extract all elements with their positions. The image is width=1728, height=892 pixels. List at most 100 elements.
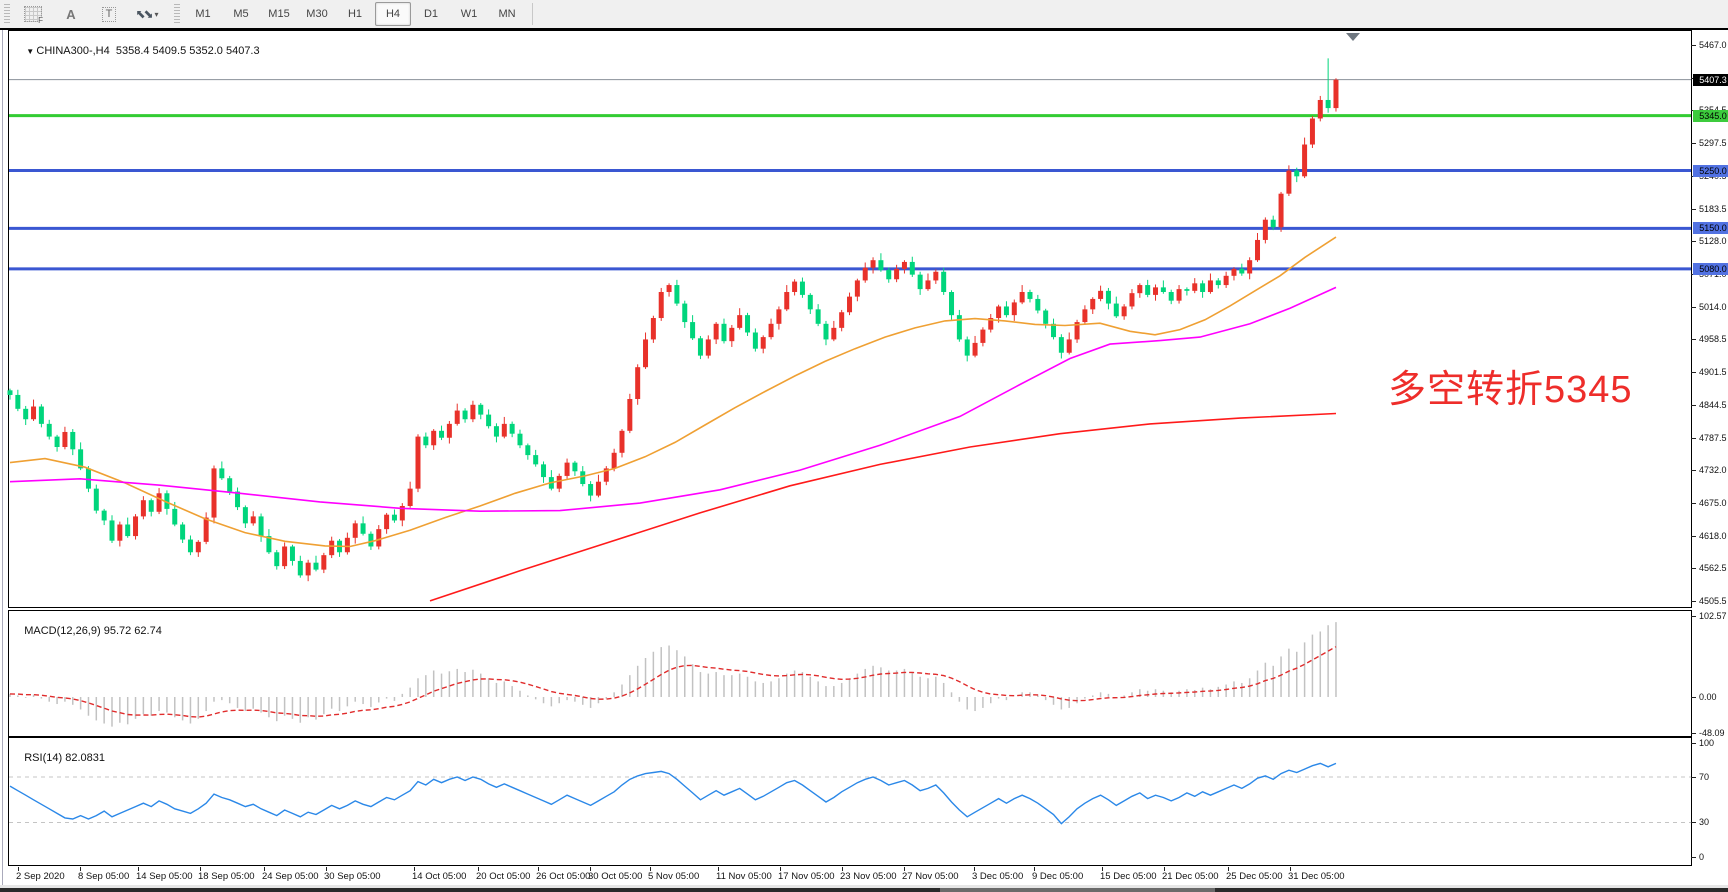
chevron-down-icon: ▾ bbox=[154, 9, 159, 19]
timeframe-button-H1[interactable]: H1 bbox=[347, 8, 363, 20]
rsi-axis-0-tick bbox=[1691, 856, 1696, 858]
scrollbar-thumb[interactable] bbox=[940, 888, 1215, 892]
date-axis-tick bbox=[18, 867, 19, 871]
date-axis-label: 14 Sep 05:00 bbox=[136, 871, 193, 882]
date-axis-label: 27 Nov 05:00 bbox=[902, 871, 959, 882]
date-axis-tick bbox=[414, 867, 415, 871]
current-price-badge: 5407.3 bbox=[1693, 74, 1728, 86]
timeframe-button-M5[interactable]: M5 bbox=[233, 8, 249, 20]
price-axis-tick bbox=[1691, 372, 1696, 373]
price-axis-tick bbox=[1691, 339, 1696, 340]
rsi-axis-70: 70 bbox=[1699, 772, 1710, 783]
date-axis-tick bbox=[842, 867, 843, 871]
price-axis-tick bbox=[1691, 405, 1696, 406]
date-axis-tick bbox=[780, 867, 781, 871]
price-axis-label: 4562.5 bbox=[1699, 563, 1727, 573]
price-axis-label: 4901.5 bbox=[1699, 367, 1727, 377]
date-axis-label: 2 Sep 2020 bbox=[16, 871, 65, 882]
date-axis-label: 21 Dec 05:00 bbox=[1162, 871, 1219, 882]
date-axis-label: 11 Nov 05:00 bbox=[716, 871, 772, 882]
macd-values: 95.72 62.74 bbox=[103, 625, 162, 637]
price-axis-label: 4618.0 bbox=[1699, 531, 1727, 541]
price-level-badge: 5345.0 bbox=[1693, 110, 1728, 122]
panel-divider bbox=[0, 28, 1728, 30]
macd-axis-min-tick bbox=[1691, 733, 1696, 734]
text-label-button[interactable]: A bbox=[53, 2, 89, 26]
date-axis-tick bbox=[200, 867, 201, 871]
date-axis-label: 20 Oct 05:00 bbox=[476, 871, 531, 882]
ohlc-values: 5358.4 5409.5 5352.0 5407.3 bbox=[115, 45, 260, 57]
rsi-axis-30-tick bbox=[1691, 822, 1696, 824]
rsi-axis-30: 30 bbox=[1699, 817, 1710, 828]
date-axis-tick bbox=[1164, 867, 1165, 871]
symbol-timeframe-label: CHINA300-,H4 bbox=[36, 45, 110, 57]
date-axis-tick bbox=[138, 867, 139, 871]
price-axis-label: 4732.0 bbox=[1699, 465, 1727, 475]
price-axis-label: 5014.0 bbox=[1699, 302, 1727, 312]
rsi-value: 82.0831 bbox=[65, 752, 105, 764]
price-axis-tick bbox=[1691, 601, 1696, 602]
macd-axis-max-tick bbox=[1691, 616, 1696, 617]
timeframe-button-MN[interactable]: MN bbox=[498, 8, 516, 20]
price-axis-tick bbox=[1691, 503, 1696, 504]
date-axis-tick bbox=[1290, 867, 1291, 871]
price-axis-tick bbox=[1691, 438, 1696, 439]
price-axis-tick bbox=[1691, 241, 1696, 242]
date-axis-label: 25 Dec 05:00 bbox=[1226, 871, 1283, 882]
macd-label: MACD(12,26,9) bbox=[24, 625, 101, 637]
macd-axis-zero: 0.00 bbox=[1699, 692, 1717, 702]
date-axis-label: 30 Sep 05:00 bbox=[324, 871, 381, 882]
cursor-arrows-icon: ⬉⬊ bbox=[135, 7, 153, 21]
price-axis-label: 5467.0 bbox=[1699, 40, 1727, 50]
rsi-label: RSI(14) bbox=[24, 752, 63, 764]
date-axis-tick bbox=[1034, 867, 1035, 871]
symbol-dropdown-icon[interactable]: ▼ bbox=[26, 47, 37, 56]
toolbar-drag-handle[interactable] bbox=[4, 4, 10, 24]
rsi-panel-canvas[interactable] bbox=[0, 737, 1728, 866]
price-axis-tick bbox=[1691, 45, 1696, 46]
macd-axis-min: -48.09 bbox=[1699, 728, 1725, 738]
window-left-edge bbox=[2, 28, 3, 892]
horizontal-scrollbar[interactable] bbox=[0, 888, 1728, 892]
chart-text-annotation[interactable]: 多空转折5345 bbox=[1388, 369, 1633, 411]
timeframe-button-D1[interactable]: D1 bbox=[423, 8, 439, 20]
timeframe-button-M1[interactable]: M1 bbox=[195, 8, 211, 20]
price-axis-tick bbox=[1691, 307, 1696, 308]
date-axis-tick bbox=[650, 867, 651, 871]
status-strip bbox=[0, 885, 1728, 888]
date-axis-label: 17 Nov 05:00 bbox=[778, 871, 835, 882]
date-axis-tick bbox=[478, 867, 479, 871]
macd-axis-max: 102.57 bbox=[1699, 611, 1727, 621]
date-axis-tick bbox=[904, 867, 905, 871]
cursor-mode-button[interactable]: ⬉⬊ ▾ bbox=[129, 2, 165, 26]
date-axis-tick bbox=[1228, 867, 1229, 871]
toolbar-drag-handle[interactable] bbox=[174, 4, 180, 24]
price-axis-label: 5128.0 bbox=[1699, 236, 1727, 246]
text-box-icon: T bbox=[101, 6, 117, 22]
indicators-button[interactable]: F bbox=[15, 2, 51, 26]
rsi-header: RSI(14) 82.0831 bbox=[12, 740, 105, 776]
price-axis-tick bbox=[1691, 209, 1696, 210]
price-level-badge: 5080.0 bbox=[1693, 263, 1728, 275]
price-axis-tick bbox=[1691, 470, 1696, 471]
macd-panel-canvas[interactable] bbox=[0, 610, 1728, 737]
rsi-axis-100: 100 bbox=[1699, 738, 1715, 748]
date-axis-label: 8 Sep 05:00 bbox=[78, 871, 130, 882]
rsi-axis-0: 0 bbox=[1699, 851, 1705, 862]
date-axis-label: 26 Oct 05:00 bbox=[536, 871, 591, 882]
date-axis-label: 15 Dec 05:00 bbox=[1100, 871, 1157, 882]
price-axis-label: 4675.0 bbox=[1699, 498, 1727, 508]
timeframe-button-H4[interactable]: H4 bbox=[375, 2, 411, 26]
text-box-button[interactable]: T bbox=[91, 2, 127, 26]
date-axis-label: 5 Nov 05:00 bbox=[648, 871, 700, 882]
toolbar: F A T ⬉⬊ ▾ M1 M5 M15 M30 H1 H4 D1 W1 MN bbox=[0, 0, 1728, 29]
main-chart-canvas[interactable] bbox=[0, 30, 1728, 609]
date-axis-tick bbox=[80, 867, 81, 871]
timeframe-button-W1[interactable]: W1 bbox=[460, 8, 478, 20]
price-axis-tick bbox=[1691, 536, 1696, 537]
timeframe-button-M30[interactable]: M30 bbox=[306, 8, 328, 20]
macd-axis-zero-tick bbox=[1691, 697, 1696, 698]
timeframe-button-M15[interactable]: M15 bbox=[268, 8, 290, 20]
price-axis-tick bbox=[1691, 568, 1696, 569]
date-axis-label: 3 Dec 05:00 bbox=[972, 871, 1024, 882]
